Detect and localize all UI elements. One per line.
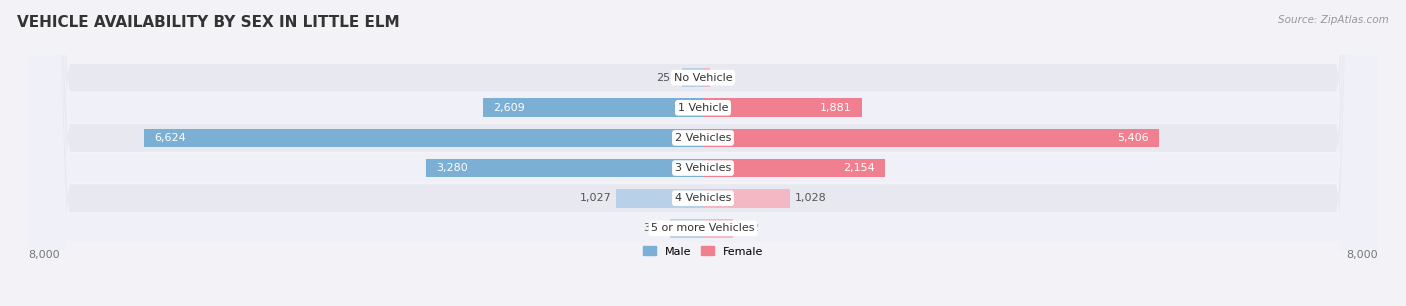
Text: No Vehicle: No Vehicle xyxy=(673,73,733,83)
Bar xyxy=(616,189,703,207)
Text: 251: 251 xyxy=(655,73,676,83)
Text: 8,000: 8,000 xyxy=(1347,250,1378,260)
FancyBboxPatch shape xyxy=(28,0,1378,306)
Bar xyxy=(482,99,703,117)
Text: 2,154: 2,154 xyxy=(842,163,875,173)
Text: 5,406: 5,406 xyxy=(1118,133,1149,143)
Text: 2,609: 2,609 xyxy=(494,103,524,113)
FancyBboxPatch shape xyxy=(28,0,1378,306)
FancyBboxPatch shape xyxy=(28,0,1378,306)
Text: 1,027: 1,027 xyxy=(579,193,612,203)
Text: 1,028: 1,028 xyxy=(794,193,827,203)
Legend: Male, Female: Male, Female xyxy=(638,242,768,261)
Bar xyxy=(703,159,884,177)
FancyBboxPatch shape xyxy=(28,0,1378,306)
Bar xyxy=(703,189,790,207)
Bar xyxy=(682,68,703,87)
Text: 6,624: 6,624 xyxy=(155,133,186,143)
Bar xyxy=(703,99,862,117)
Bar xyxy=(145,129,703,147)
Text: 4 Vehicles: 4 Vehicles xyxy=(675,193,731,203)
Text: 1,881: 1,881 xyxy=(820,103,852,113)
Text: 352: 352 xyxy=(738,223,759,233)
Text: 3,280: 3,280 xyxy=(436,163,468,173)
Text: 79: 79 xyxy=(714,73,728,83)
Text: 5 or more Vehicles: 5 or more Vehicles xyxy=(651,223,755,233)
Bar xyxy=(703,219,733,238)
Text: Source: ZipAtlas.com: Source: ZipAtlas.com xyxy=(1278,15,1389,25)
FancyBboxPatch shape xyxy=(28,0,1378,306)
Text: 392: 392 xyxy=(644,223,665,233)
Text: 1 Vehicle: 1 Vehicle xyxy=(678,103,728,113)
Bar xyxy=(703,129,1159,147)
FancyBboxPatch shape xyxy=(28,0,1378,306)
Text: 3 Vehicles: 3 Vehicles xyxy=(675,163,731,173)
Bar xyxy=(703,68,710,87)
Bar xyxy=(669,219,703,238)
Text: VEHICLE AVAILABILITY BY SEX IN LITTLE ELM: VEHICLE AVAILABILITY BY SEX IN LITTLE EL… xyxy=(17,15,399,30)
Bar xyxy=(426,159,703,177)
Text: 2 Vehicles: 2 Vehicles xyxy=(675,133,731,143)
Text: 8,000: 8,000 xyxy=(28,250,59,260)
